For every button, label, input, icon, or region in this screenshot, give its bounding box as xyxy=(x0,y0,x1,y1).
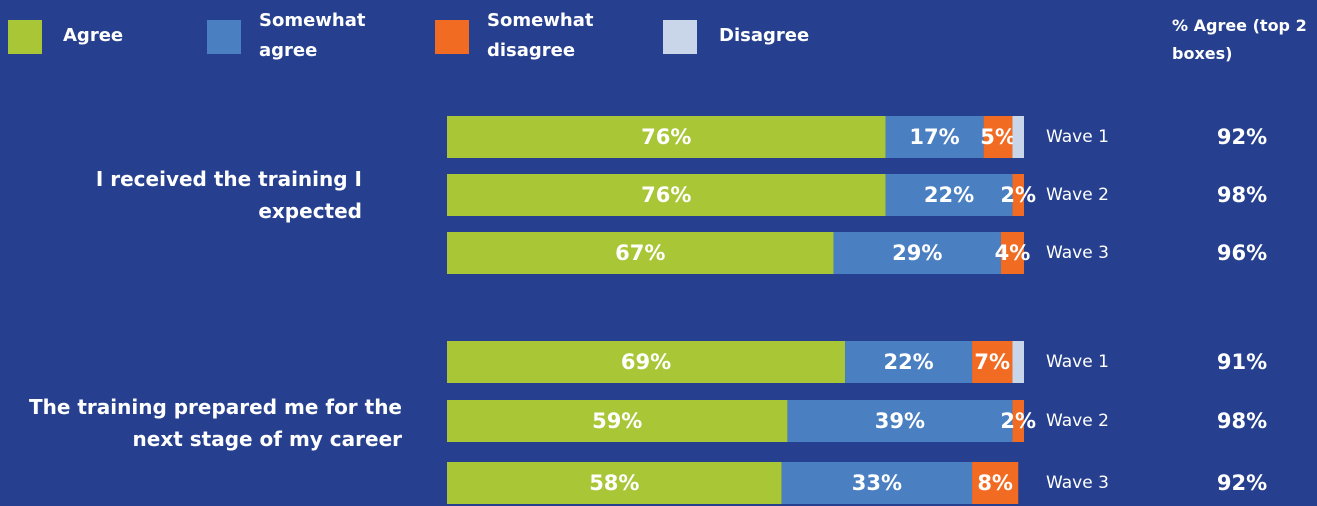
value-label: 4% xyxy=(995,241,1031,265)
value-label: 76% xyxy=(641,183,691,207)
bar-segment xyxy=(447,232,834,274)
bar-segment xyxy=(1012,341,1024,383)
value-label: 7% xyxy=(974,350,1010,374)
bar-segment xyxy=(972,462,1019,504)
bar-segment xyxy=(447,116,886,158)
top2-value: 98% xyxy=(1217,409,1267,433)
value-label: 22% xyxy=(883,350,933,374)
category-label: Wave 1 xyxy=(1046,127,1109,147)
value-label: 33% xyxy=(852,471,902,495)
value-label: 39% xyxy=(875,409,925,433)
legend-label: Disagree xyxy=(719,25,810,46)
value-label: 58% xyxy=(589,471,639,495)
value-label: 17% xyxy=(909,125,959,149)
bar-segment xyxy=(885,116,984,158)
legend-label: Agree xyxy=(63,25,124,46)
bar-segment xyxy=(1012,116,1024,158)
value-label: 76% xyxy=(641,125,691,149)
bar-segment xyxy=(1000,232,1024,274)
value-label: 2% xyxy=(1000,409,1036,433)
bar-segment xyxy=(447,462,782,504)
legend-swatch xyxy=(207,20,241,54)
bar-segment xyxy=(447,341,846,383)
group-label: The training prepared me for the next st… xyxy=(28,394,402,451)
bar-segment xyxy=(1012,400,1024,442)
bar-segment xyxy=(447,400,788,442)
value-label: 67% xyxy=(615,241,665,265)
legend-swatch xyxy=(8,20,42,54)
top2-value: 92% xyxy=(1217,471,1267,495)
bar-segment xyxy=(983,116,1013,158)
bar-segment xyxy=(972,341,1013,383)
value-label: 69% xyxy=(621,350,671,374)
value-label: 29% xyxy=(892,241,942,265)
category-label: Wave 3 xyxy=(1046,473,1109,493)
bar-segment xyxy=(845,341,973,383)
value-label: 8% xyxy=(977,471,1013,495)
value-label: 59% xyxy=(592,409,642,433)
bar-segment xyxy=(833,232,1001,274)
category-label: Wave 2 xyxy=(1046,185,1109,205)
top2-value: 98% xyxy=(1217,183,1267,207)
value-label: 5% xyxy=(980,125,1016,149)
top2-value: 92% xyxy=(1217,125,1267,149)
bar-segment xyxy=(787,400,1013,442)
legend-label: Somewhat agree xyxy=(259,10,366,61)
bar-segment xyxy=(885,174,1013,216)
group-label: I received the training I expected xyxy=(95,167,362,223)
top2-header: % Agree (top 2 boxes) xyxy=(1172,16,1307,63)
value-label: 2% xyxy=(1000,183,1036,207)
category-label: Wave 1 xyxy=(1046,352,1109,372)
bar-segment xyxy=(447,174,886,216)
legend-swatch xyxy=(435,20,469,54)
value-label: 22% xyxy=(924,183,974,207)
top2-value: 91% xyxy=(1217,350,1267,374)
top2-value: 96% xyxy=(1217,241,1267,265)
category-label: Wave 3 xyxy=(1046,243,1109,263)
legend-label: Somewhat disagree xyxy=(487,10,594,61)
bar-segment xyxy=(781,462,973,504)
bar-segment xyxy=(1012,174,1024,216)
category-label: Wave 2 xyxy=(1046,411,1109,431)
legend-swatch xyxy=(663,20,697,54)
